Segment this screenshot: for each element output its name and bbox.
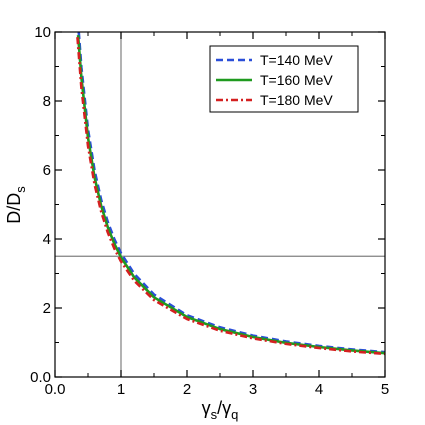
x-axis-label-sub-2: q [231,407,238,422]
y-tick-label: 8 [43,93,51,110]
series-line-t-160-mev [76,35,385,355]
series-layer [76,32,385,356]
x-tick-label: 3 [249,381,257,398]
x-axis-label-main: γ [202,398,211,418]
x-axis-ticks: 0.0 1 2 3 4 5 [45,32,389,398]
legend-label-t180: T=180 MeV [260,92,333,108]
y-axis-label-sub: s [13,186,28,193]
x-tick-label: 1 [117,381,125,398]
x-axis-label-slash: /γ [217,398,231,418]
x-tick-label: 4 [315,381,323,398]
x-tick-label: 0.0 [45,381,66,398]
x-tick-label: 5 [381,381,389,398]
y-axis-label-main: D/D [4,193,24,224]
y-axis-ticks: 0.0 2 4 6 8 10 [30,24,385,386]
legend-label-t140: T=140 MeV [260,52,333,68]
series-line-t-180-mev [76,37,385,356]
x-axis-label: γs/γq [202,398,239,422]
y-tick-label: 0.0 [30,369,51,386]
y-tick-label: 10 [34,24,51,41]
legend: T=140 MeV T=160 MeV T=180 MeV [209,45,359,113]
reference-lines [55,32,385,377]
y-tick-label: 6 [43,162,51,179]
y-axis-label: D/Ds [4,186,28,224]
x-tick-label: 2 [183,381,191,398]
x-axis-label-sub-1: s [211,407,218,422]
y-tick-label: 2 [43,300,51,317]
y-tick-label: 4 [43,231,51,248]
legend-label-t160: T=160 MeV [260,72,333,88]
